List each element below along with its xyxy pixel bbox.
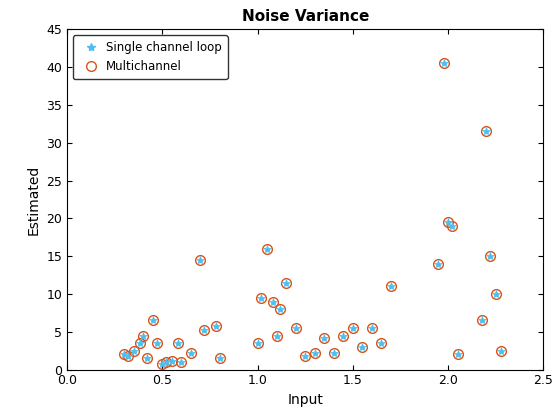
- Y-axis label: Estimated: Estimated: [27, 164, 41, 235]
- X-axis label: Input: Input: [287, 393, 323, 407]
- Title: Noise Variance: Noise Variance: [241, 9, 369, 24]
- Legend: Single channel loop, Multichannel: Single channel loop, Multichannel: [73, 35, 228, 79]
